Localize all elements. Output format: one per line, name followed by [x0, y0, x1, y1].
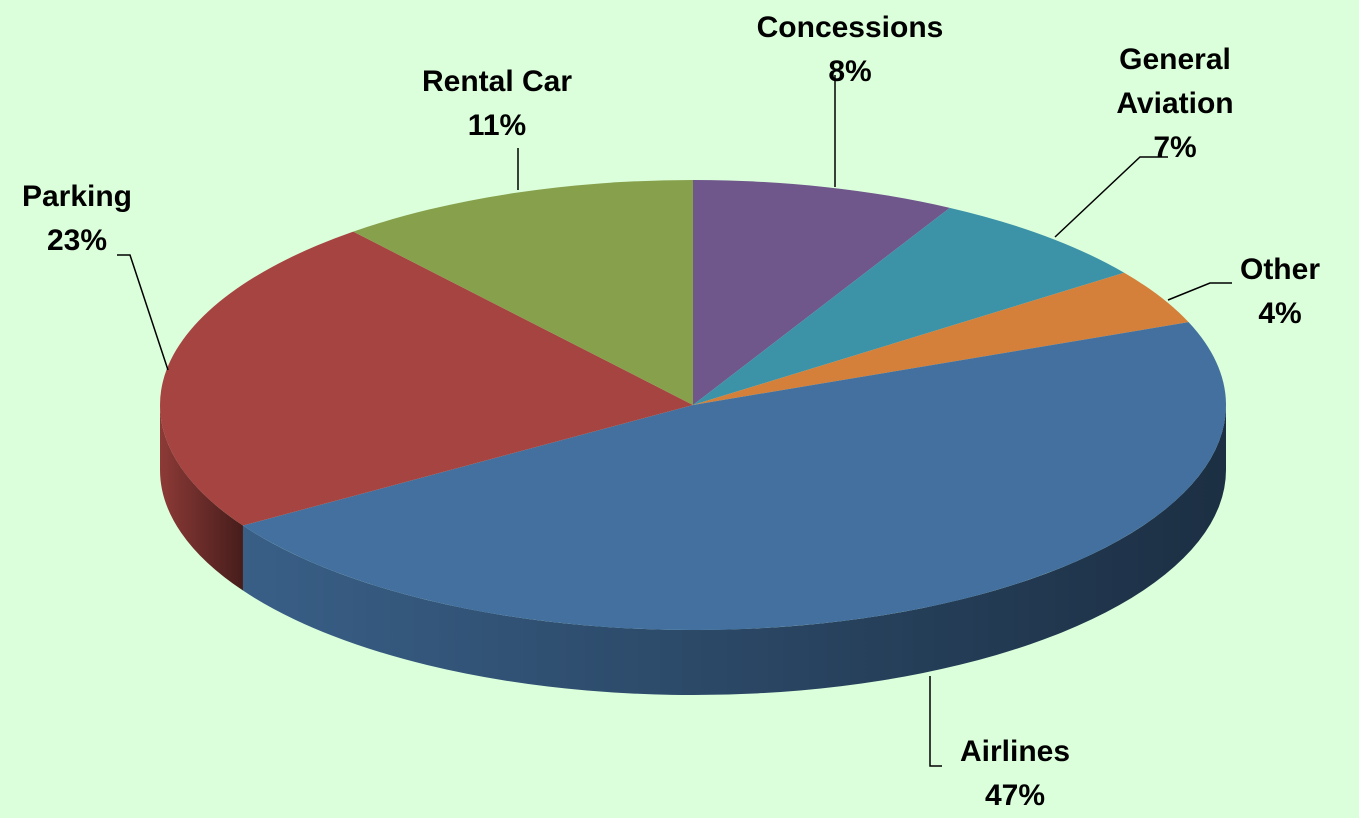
category-label: Rental Car [421, 65, 573, 98]
pie-slice [242, 322, 1227, 631]
category-label: General Aviation [1116, 43, 1234, 120]
category-label: Concessions [756, 11, 944, 44]
slice-label: General Aviation 7% [1090, 38, 1260, 170]
value-label: 11% [467, 109, 527, 142]
value-label: 47% [984, 779, 1046, 812]
slice-label: Concessions 8% [720, 6, 980, 94]
leader-line [1054, 156, 1168, 238]
slice-label: Parking 23% [0, 175, 167, 263]
leader-lines [117, 75, 1232, 767]
pie-slice [693, 272, 1189, 405]
pie-slice [353, 180, 693, 405]
value-label: 7% [1153, 131, 1197, 164]
pie-slice [693, 207, 1125, 405]
category-label: Airlines [959, 735, 1071, 768]
slice-side [242, 405, 1227, 696]
slice-side [160, 405, 243, 591]
category-label: Other [1239, 253, 1320, 286]
pie-sides [160, 405, 1227, 696]
value-label: 4% [1258, 297, 1302, 330]
value-label: 23% [46, 224, 108, 257]
value-label: 8% [828, 55, 872, 88]
category-label: Parking [21, 180, 133, 213]
leader-line [1167, 282, 1232, 301]
slice-label: Airlines 47% [915, 730, 1115, 818]
leader-line [929, 676, 942, 767]
pie-slice [159, 231, 693, 526]
slice-label: Rental Car 11% [387, 60, 607, 148]
slice-label: Other 4% [1220, 248, 1340, 336]
pie-slice [693, 180, 950, 405]
leader-line [117, 254, 169, 371]
pie-tops [159, 180, 1227, 631]
